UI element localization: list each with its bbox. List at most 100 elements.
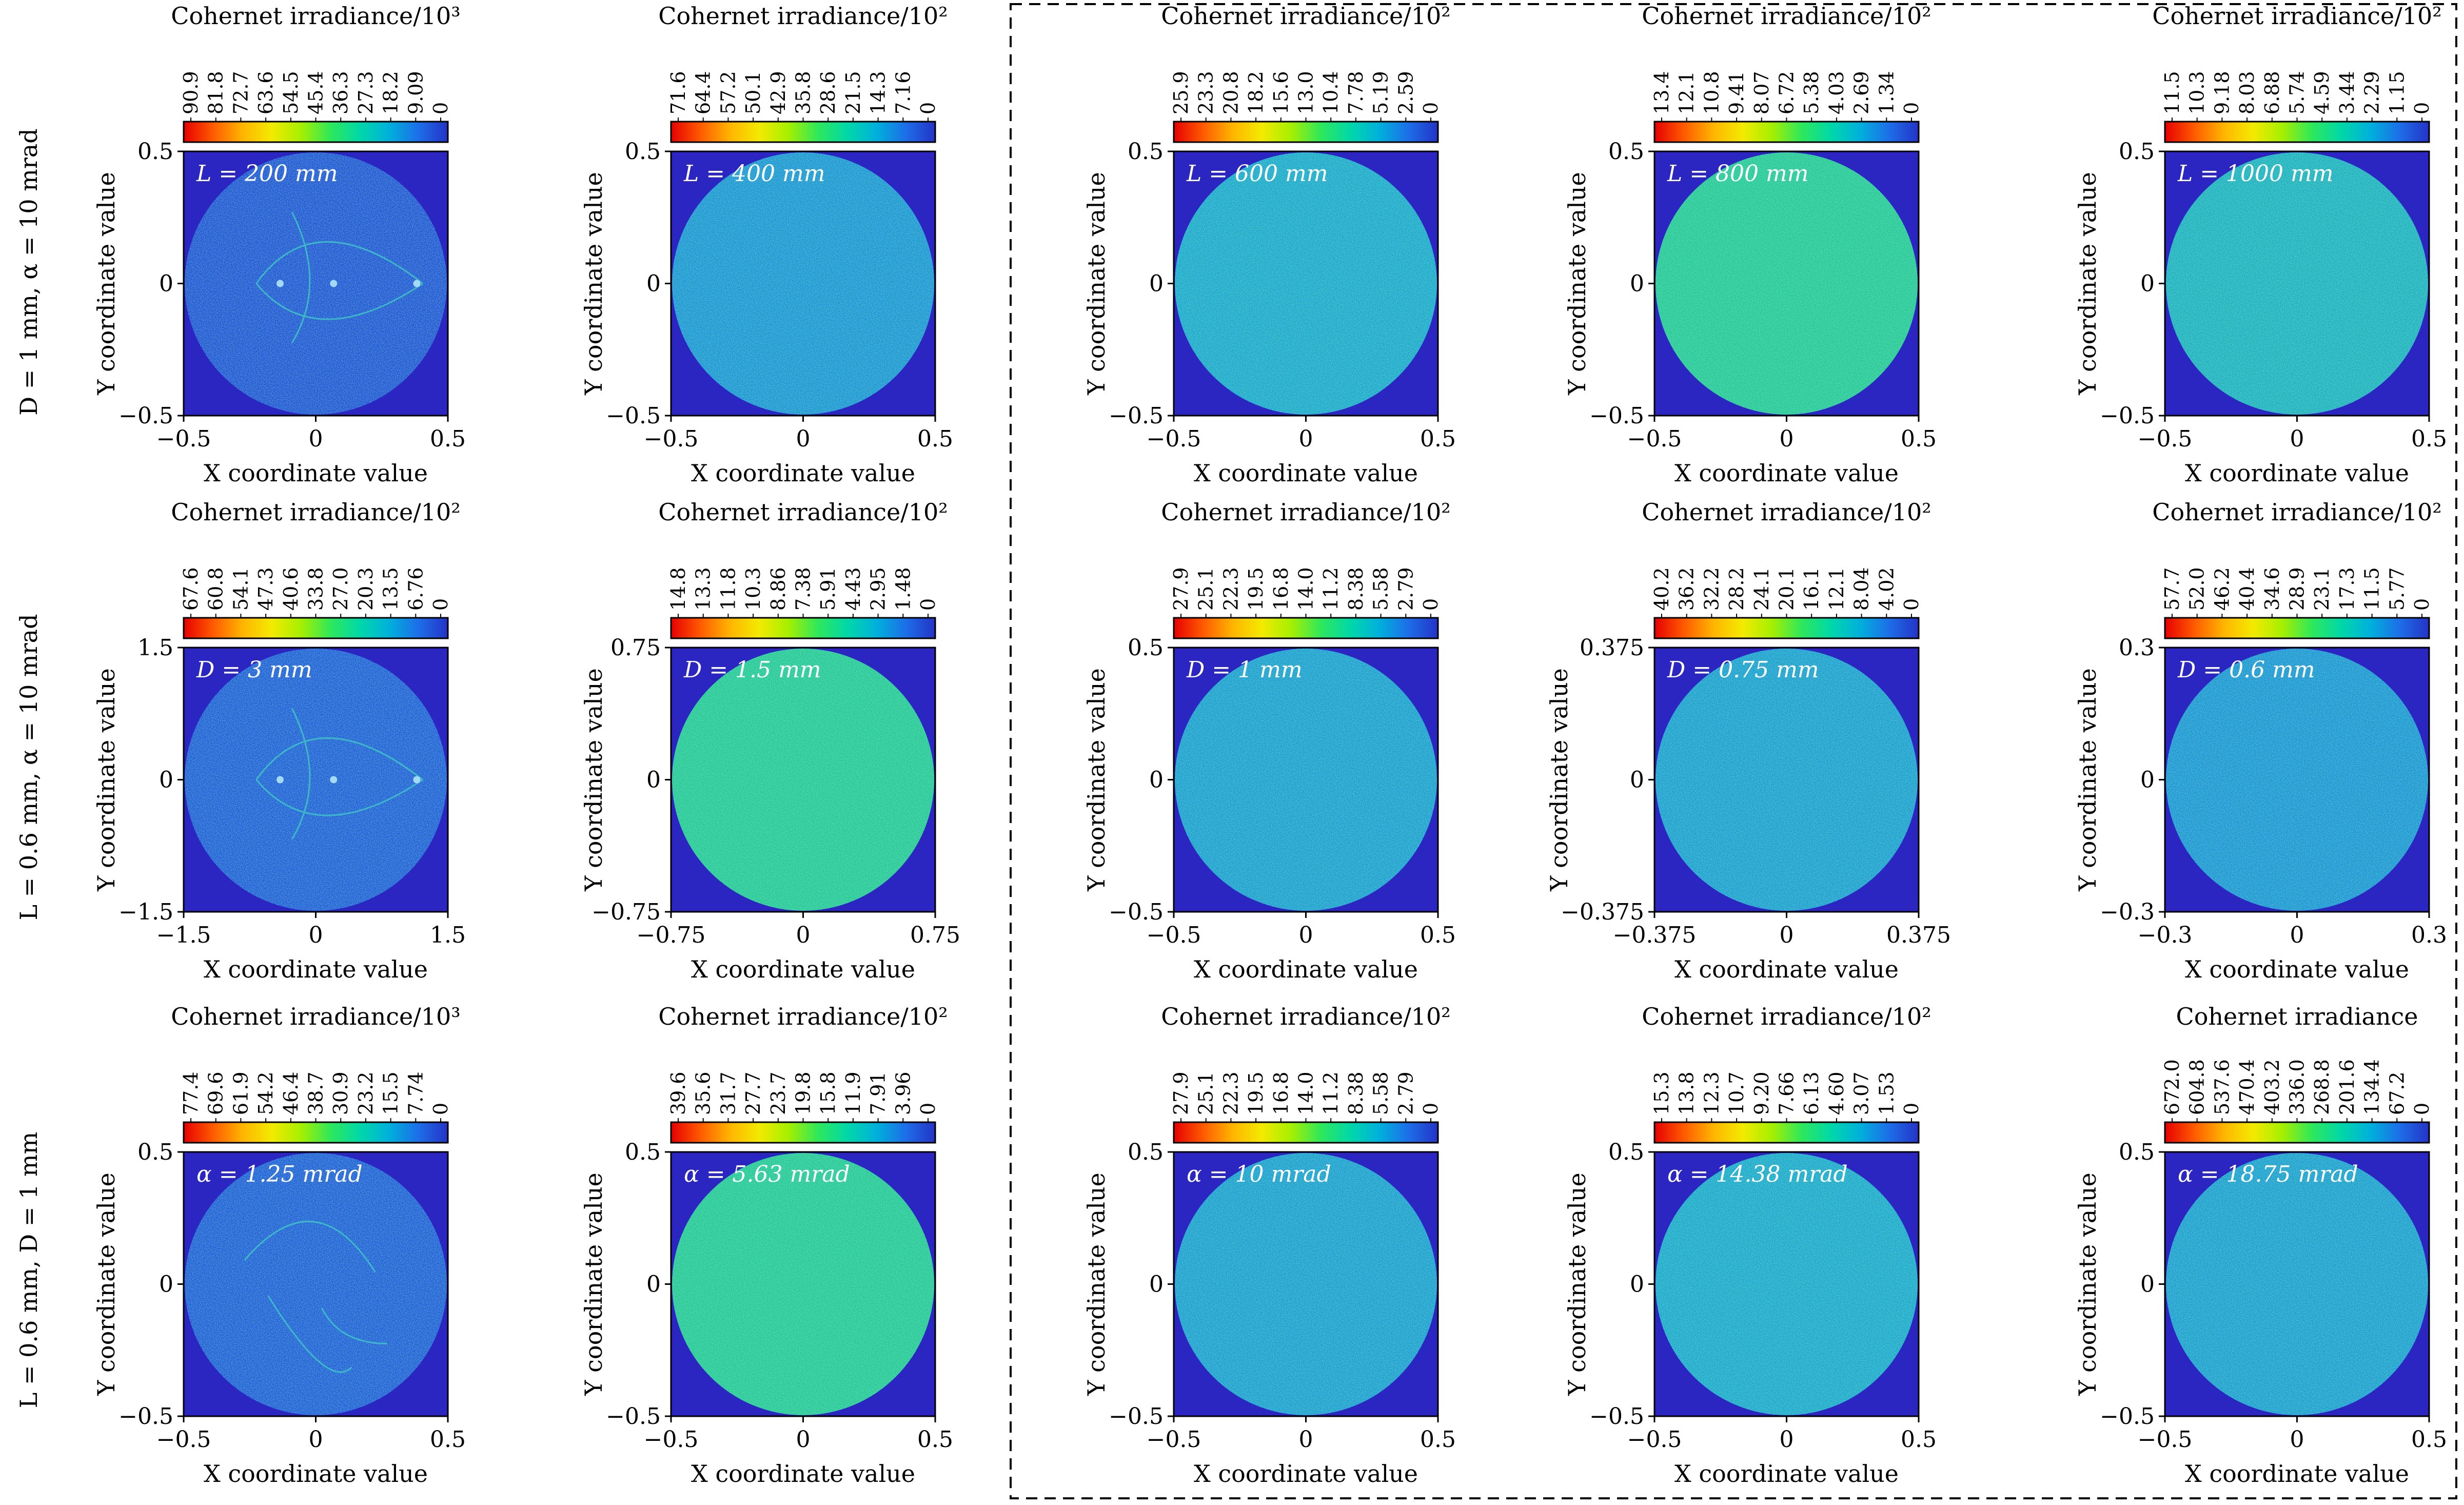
colorbar-tick-label: 8.38 — [1345, 567, 1367, 611]
x-tick-label: 0 — [309, 1426, 323, 1453]
x-tick-label: −0.5 — [156, 1426, 211, 1453]
colorbar — [2164, 121, 2430, 143]
colorbar-tick-label: 5.38 — [1800, 71, 1823, 114]
colorbar-tick-label: 27.9 — [1170, 1071, 1192, 1115]
x-axis-label: X coordinate value — [1674, 955, 1899, 983]
colorbar-tick-label: 5.77 — [2386, 567, 2408, 611]
colorbar-tick-label: 11.5 — [2161, 71, 2183, 114]
heatmap-panel: Cohernet irradiance/10² 39.6 35.6 31.7 27.7 2… — [580, 1003, 953, 1488]
x-tick-label: 0 — [2290, 1426, 2304, 1453]
x-tick-label: 0 — [1780, 426, 1794, 452]
colorbar-tick-label: 19.5 — [1245, 1071, 1267, 1115]
row-label-1: D = 1 mm, α = 10 mrad — [15, 128, 43, 416]
colorbar-tick-label: 23.2 — [354, 1071, 377, 1115]
y-axis-label: Y coordinate value — [580, 668, 607, 892]
colorbar-tick-label: 0 — [429, 598, 452, 611]
colorbar-tick-label: 18.2 — [380, 71, 402, 114]
colorbar-title: Cohernet irradiance/10² — [1161, 498, 1450, 526]
y-tick-label: −0.5 — [1109, 899, 1164, 925]
irradiance-speckle — [185, 649, 447, 911]
y-tick-label: 0.5 — [1608, 1139, 1644, 1165]
colorbar-tick-label: 0 — [429, 1103, 452, 1115]
irradiance-speckle — [1175, 1153, 1437, 1415]
y-tick-label: 0 — [159, 271, 173, 297]
colorbar-title: Cohernet irradiance/10² — [1161, 2, 1450, 30]
colorbar-tick-label: 77.4 — [180, 1071, 202, 1115]
colorbar-tick-label: 16.1 — [1800, 567, 1823, 611]
caustic-curve — [291, 211, 311, 344]
colorbar-tick-label: 32.2 — [1700, 567, 1723, 611]
colorbar-tick-label: 0 — [917, 1103, 939, 1115]
y-tick-label: 0 — [646, 1272, 661, 1298]
colorbar-tick-label: 19.8 — [792, 1071, 815, 1115]
colorbar-tick-label: 5.58 — [1370, 1071, 1392, 1115]
irradiance-speckle — [672, 1153, 934, 1415]
panel-annotation: α = 14.38 mrad — [1667, 1161, 1848, 1187]
panel-annotation: L = 400 mm — [683, 161, 825, 187]
y-axis-label: Y coordinate value — [2074, 668, 2101, 892]
x-tick-label: 0.5 — [1901, 426, 1937, 452]
colorbar-tick-label: 10.4 — [1319, 71, 1342, 114]
colorbar-tick-label: 13.0 — [1295, 71, 1317, 114]
y-tick-label: 0 — [159, 1272, 173, 1298]
colorbar-tick-label: 0 — [1900, 102, 1923, 114]
colorbar-tick-label: 13.3 — [692, 567, 715, 611]
colorbar-tick-label: 2.79 — [1394, 1071, 1417, 1115]
colorbar-tick-label: 25.9 — [1170, 71, 1192, 114]
colorbar-tick-label: 25.1 — [1195, 1071, 1217, 1115]
colorbar-tick-label: 8.86 — [767, 567, 790, 611]
colorbar-tick-label: 46.2 — [2211, 567, 2233, 611]
caustic-hotspot — [330, 280, 338, 287]
colorbar-title: Cohernet irradiance/10² — [1161, 1003, 1450, 1030]
colorbar-tick-label: 54.5 — [280, 71, 302, 114]
colorbar-tick-label: 23.7 — [767, 1071, 790, 1115]
colorbar-tick-label: 57.2 — [717, 71, 739, 114]
colorbar-tick-label: 12.1 — [1675, 71, 1698, 114]
colorbar-title: Cohernet irradiance/10³ — [171, 2, 460, 30]
panel-annotation: α = 18.75 mrad — [2178, 1161, 2358, 1187]
colorbar-tick-label: 14.3 — [867, 71, 890, 114]
colorbar-tick-label: 14.8 — [667, 567, 689, 611]
colorbar-tick-label: 6.13 — [1800, 1071, 1823, 1115]
y-axis-label: Y coordinate value — [1082, 1172, 1110, 1396]
row-label-2: L = 0.6 mm, α = 10 mrad — [15, 614, 43, 920]
panel-annotation: D = 1.5 mm — [683, 657, 821, 683]
y-tick-label: 0 — [159, 767, 173, 793]
y-axis-label: Y coordinate value — [580, 1172, 607, 1396]
x-tick-label: −0.5 — [1627, 426, 1682, 452]
x-tick-label: 0.5 — [1420, 426, 1456, 452]
heatmap-panel: Cohernet irradiance 672.0 604.8 537.6 470.4 4… — [2074, 1003, 2447, 1488]
y-tick-label: 0.5 — [2119, 1139, 2155, 1165]
panel-annotation: α = 10 mrad — [1187, 1161, 1331, 1187]
colorbar-tick-label: 28.6 — [817, 71, 839, 114]
y-axis-label: Y coordinate value — [580, 172, 607, 396]
colorbar-tick-label: 7.74 — [404, 1071, 427, 1115]
colorbar-tick-label: 0 — [917, 102, 939, 114]
colorbar-tick-label: 604.8 — [2186, 1059, 2209, 1115]
colorbar-tick-label: 27.0 — [329, 567, 352, 611]
colorbar-tick-label: 27.7 — [742, 1071, 764, 1115]
colorbar-tick-label: 63.6 — [254, 71, 277, 114]
colorbar-title: Cohernet irradiance/10² — [2152, 2, 2441, 30]
colorbar-tick-label: 7.91 — [867, 1071, 890, 1115]
colorbar-tick-label: 8.07 — [1750, 71, 1773, 114]
colorbar-tick-label: 10.3 — [742, 567, 764, 611]
x-axis-label: X coordinate value — [1194, 459, 1418, 487]
heatmap-panel: Cohernet irradiance/10³ 90.9 81.8 72.7 63.6 5… — [92, 2, 466, 487]
x-tick-label: 0.5 — [1420, 1426, 1456, 1453]
y-axis-label: Y coordinate value — [92, 172, 120, 396]
colorbar — [1173, 1121, 1439, 1144]
x-tick-label: 0.5 — [430, 426, 466, 452]
colorbar-tick-label: 9.41 — [1725, 71, 1748, 114]
x-tick-label: −0.5 — [1147, 922, 1201, 948]
colorbar-tick-label: 17.3 — [2336, 567, 2358, 611]
y-tick-label: 0 — [1149, 1272, 1164, 1298]
y-axis-label: Y coordinate value — [92, 1172, 120, 1396]
heatmap-panel: Cohernet irradiance/10² 71.6 64.4 57.2 50.1 4… — [580, 2, 953, 487]
irradiance-speckle — [185, 1153, 447, 1415]
colorbar-tick-label: 15.3 — [1650, 1071, 1673, 1115]
